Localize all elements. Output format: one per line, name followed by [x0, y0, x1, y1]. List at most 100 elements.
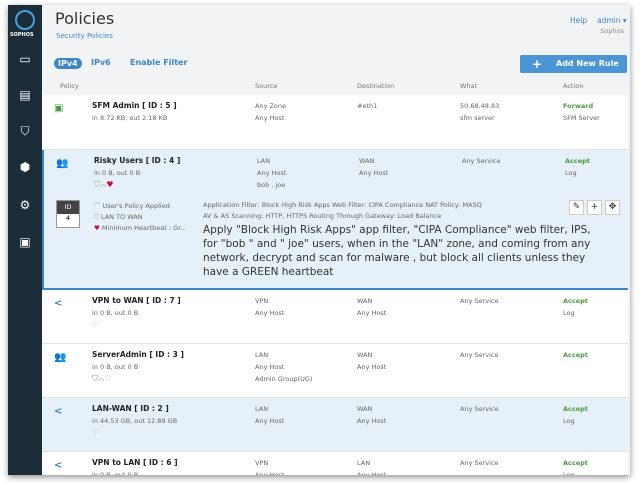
tab-ipv4[interactable]: IPv4	[54, 58, 82, 69]
table-row[interactable]: < VPN to LAN [ ID : 6 ] in 0 B, out 0 B VP…	[42, 452, 628, 475]
destination-value: LAN	[357, 459, 371, 467]
col-policy: Policy	[60, 82, 79, 90]
id-value: 4	[65, 214, 71, 222]
plus-icon: +	[532, 57, 543, 71]
action-value: Accept	[563, 459, 588, 467]
monitor-icon[interactable]: ▭	[19, 52, 31, 66]
table-row[interactable]: < VPN to WAN [ ID : 7 ] in 0 B, out 0 B VP…	[42, 290, 628, 344]
move-icon[interactable]: ✥	[605, 200, 620, 215]
rule-name[interactable]: VPN to WAN [ ID : 7 ]	[92, 296, 181, 305]
wifi-icon: ⌒	[100, 180, 107, 189]
main-content: Policies Security Policies Help admin ▾ …	[42, 5, 630, 475]
what-value: Any Service	[462, 157, 501, 165]
shield-icon[interactable]: ⛉	[20, 124, 30, 138]
action-value: Accept	[563, 351, 588, 359]
rule-name[interactable]: Risky Users [ ID : 4 ]	[94, 156, 181, 165]
detail-item: User's Policy Applied	[102, 202, 170, 210]
id-label: ID	[57, 201, 79, 214]
detail-line-2: AV & AS Scanning: HTTP, HTTPS Routing Th…	[203, 212, 442, 220]
action-value: Accept	[563, 297, 588, 305]
reports-icon[interactable]: ▤	[19, 88, 31, 102]
add-icon[interactable]: +	[587, 200, 602, 215]
destination-value: WAN	[357, 405, 373, 413]
destination-value: #eth1	[357, 102, 378, 110]
action-detail: SFM Server	[563, 114, 600, 122]
gear-icon[interactable]: ⚙	[19, 198, 31, 212]
rule-name[interactable]: LAN-WAN [ ID : 2 ]	[92, 404, 169, 413]
heartbeat-icon: ♥	[106, 180, 114, 189]
col-destination: Destination	[357, 82, 395, 90]
rule-traffic: in 0 B, out 0 B	[94, 169, 141, 177]
heartbeat-icon: ♡	[92, 428, 100, 437]
add-new-rule-button[interactable]: + Add New Rule	[520, 55, 627, 73]
what-value: sfm server	[460, 114, 495, 122]
source-value: Any Host	[255, 309, 285, 317]
rule-name[interactable]: VPN to LAN [ ID : 6 ]	[92, 458, 178, 467]
heartbeat-icon: ♡	[92, 320, 100, 329]
brand-label: SOPHOS	[10, 32, 34, 38]
destination-value: WAN	[357, 297, 373, 305]
source-value: VPN	[255, 297, 269, 305]
box-icon[interactable]: ▣	[19, 235, 31, 249]
rule-description: Apply "Block High Risk Apps" app filter,…	[203, 224, 591, 278]
help-link[interactable]: Help	[570, 16, 588, 25]
sophos-logo	[15, 10, 35, 30]
destination-value: WAN	[357, 351, 373, 359]
source-value: LAN	[255, 351, 269, 359]
briefcase-icon: ▣	[54, 103, 64, 114]
tab-ipv6[interactable]: IPv6	[91, 58, 111, 67]
rule-traffic: in 44.53 GB, out 12.89 GB	[92, 417, 178, 425]
detail-item: LAN TO WAN	[100, 213, 143, 221]
id-badge: ID 4	[56, 200, 80, 228]
rule-name[interactable]: ServerAdmin [ ID : 3 ]	[92, 350, 184, 359]
source-value: LAN	[257, 157, 271, 165]
table-row[interactable]: 👥 ServerAdmin [ ID : 3 ] in 0 B, out 0 B L…	[42, 344, 628, 398]
source-value: bob , joe	[257, 181, 286, 189]
what-value: Any Service	[460, 405, 499, 413]
shield-icon: ⛉	[92, 374, 98, 383]
source-value: Any Host	[255, 363, 285, 371]
destination-value: WAN	[359, 157, 375, 165]
col-source: Source	[255, 82, 278, 90]
source-value: VPN	[255, 459, 269, 467]
what-value: Any Service	[460, 459, 499, 467]
table-row[interactable]: < LAN-WAN [ ID : 2 ] in 44.53 GB, out 12.…	[42, 398, 628, 452]
destination-value: Any Host	[359, 169, 389, 177]
action-detail: Log	[563, 417, 575, 425]
source-value: LAN	[255, 405, 269, 413]
what-value: 50.68.48.83	[460, 102, 500, 110]
source-value: Any Host	[255, 471, 285, 475]
rule-traffic: in 0 B, out 0 B	[92, 309, 139, 317]
col-action: Action	[563, 82, 584, 90]
rule-traffic: in 0 B, out 0 B	[92, 363, 139, 371]
share-icon: <	[54, 298, 63, 309]
what-value: Any Service	[460, 297, 499, 305]
destination-value: Any Host	[357, 309, 387, 317]
destination-value: Any Host	[357, 471, 387, 475]
destination-value: Any Host	[357, 363, 387, 371]
table-row[interactable]: 👥 Risky Users [ ID : 4 ] in 0 B, out 0 B L…	[42, 150, 628, 290]
action-value: Accept	[565, 157, 590, 165]
shield-icon: ⛉	[94, 213, 99, 221]
wifi-icon: ⌒	[94, 202, 101, 210]
action-detail: Log	[563, 309, 575, 317]
users-icon: 👥	[56, 158, 69, 169]
add-rule-label: Add New Rule	[556, 59, 619, 68]
action-detail: Log	[565, 169, 577, 177]
enable-filter-link[interactable]: Enable Filter	[130, 58, 188, 67]
destination-value: Any Host	[357, 417, 387, 425]
edit-icon[interactable]: ✎	[569, 200, 584, 215]
user-menu[interactable]: admin ▾	[597, 16, 627, 25]
source-value: Any Zone	[255, 102, 287, 110]
rule-name[interactable]: SFM Admin [ ID : 5 ]	[92, 101, 177, 110]
action-detail: Log	[563, 471, 575, 475]
table-row[interactable]: ▣ SFM Admin [ ID : 5 ] in 8.72 KB, out 2.…	[42, 95, 628, 150]
source-value: Admin Group(UG)	[255, 375, 313, 383]
breadcrumb[interactable]: Security Policies	[56, 32, 113, 40]
shield-icon: ⛉	[94, 180, 100, 189]
source-value: Any Host	[255, 417, 285, 425]
what-value: Any Service	[460, 351, 499, 359]
rule-traffic: in 8.72 KB, out 2.18 KB	[92, 114, 168, 122]
heartbeat-icon: ♡	[104, 374, 112, 383]
protection-icon[interactable]: ⬢	[19, 160, 31, 174]
